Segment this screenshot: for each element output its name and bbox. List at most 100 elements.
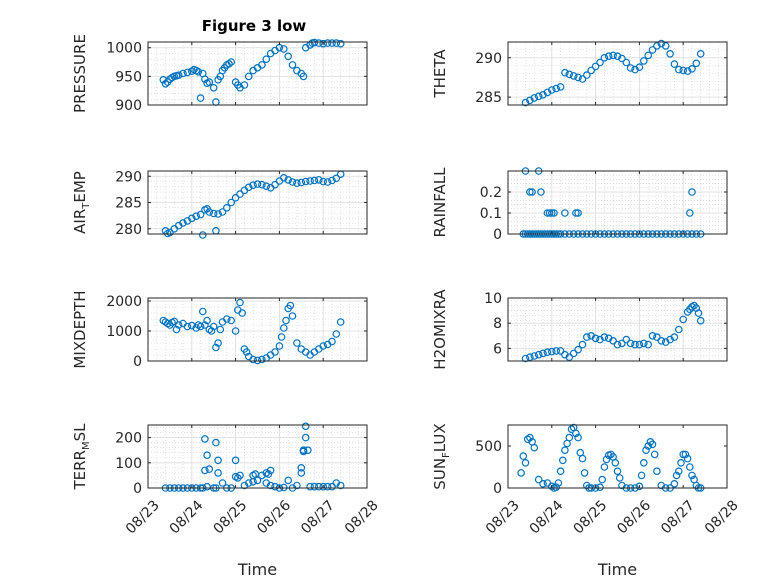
data-point [314,482,323,491]
data-point [547,482,556,491]
data-point [661,42,670,50]
data-point [174,321,183,329]
xtick-label: 08/27 [658,497,698,537]
data-point [653,467,661,476]
ylabel: MIXDEPTH [71,290,89,368]
data-point [534,350,543,359]
data-point [218,208,227,216]
series-markers [521,301,705,363]
data-point [582,71,591,79]
ylabel: AIRTEMP [71,171,92,234]
xtick-label: 08/24 [527,497,567,537]
data-point [530,94,539,102]
ytick-label: 0.2 [480,185,502,201]
data-point [179,219,187,227]
data-point [275,342,284,350]
data-point [582,333,591,341]
data-point [574,209,582,217]
axes-box [507,170,728,235]
data-point [336,481,345,490]
data-point [218,479,227,487]
axes-h2omixra: 6 8 10 H2OMIXRA [431,289,728,370]
data-point [572,209,580,217]
xtick-label: 08/25 [570,497,610,537]
data-point [677,458,685,467]
plot-area [508,171,727,234]
data-point [657,39,666,48]
ytick-label: 10 [484,291,502,307]
data-point [613,467,622,476]
xtick-label: 08/23 [483,497,523,537]
xtick-label: 08/24 [167,497,207,537]
data-point [242,348,251,356]
data-point [696,49,705,58]
data-point [279,324,288,332]
axes-box [147,41,368,106]
ytick-label: 0 [493,481,502,497]
data-point [201,466,209,475]
axes-theta: 285 290 THETA [431,39,728,107]
data-point [231,456,240,465]
data-point [209,84,218,92]
data-point [609,51,617,60]
data-point [565,433,574,442]
data-point [284,476,293,485]
data-point [288,312,297,320]
axes-airtemp: 280 285 290 AIRTEMP [71,169,368,239]
ytick-label: 8 [493,316,502,332]
data-point [639,458,648,467]
data-point [578,75,587,83]
data-point [332,174,341,183]
data-point [526,96,534,105]
data-point [679,315,688,324]
data-point [644,51,653,60]
xtick-label: 08/26 [254,497,294,537]
data-point [299,72,308,81]
data-point [240,81,249,89]
axes-box [147,297,368,362]
data-point [578,340,587,349]
data-point [521,354,530,363]
data-point [216,325,225,334]
data-point [205,208,214,216]
data-point [561,446,569,455]
data-point [574,433,582,442]
data-point [639,339,648,348]
data-point [249,355,257,364]
data-point [301,422,310,431]
data-point [266,466,275,475]
data-point [212,438,220,447]
data-point [231,194,240,202]
axes-box [507,297,728,362]
data-point [196,94,205,102]
ytick-label: 290 [475,51,502,67]
data-point [249,181,257,190]
data-point [631,340,639,349]
data-point [528,188,536,196]
data-point [244,72,253,81]
data-point [534,475,543,484]
data-point [201,321,209,329]
ylabel: TERRMSL [71,423,92,491]
data-point [613,340,622,349]
axes-rainfall: 0 0.1 0.2 RAINFALL [431,167,728,243]
data-point [574,345,582,354]
data-point [328,482,336,491]
data-point [183,68,192,77]
data-point [600,463,609,471]
data-point [306,482,314,491]
data-point [642,446,650,455]
series-markers [517,423,705,492]
data-point [282,316,290,325]
xtick-label: 08/27 [298,497,338,537]
data-point [258,61,266,69]
data-point [301,433,310,442]
data-point [214,210,222,218]
data-point [258,355,266,364]
data-point [223,315,231,323]
data-point [615,474,624,482]
data-point [207,327,216,335]
data-point [214,456,222,465]
data-point [319,342,328,350]
